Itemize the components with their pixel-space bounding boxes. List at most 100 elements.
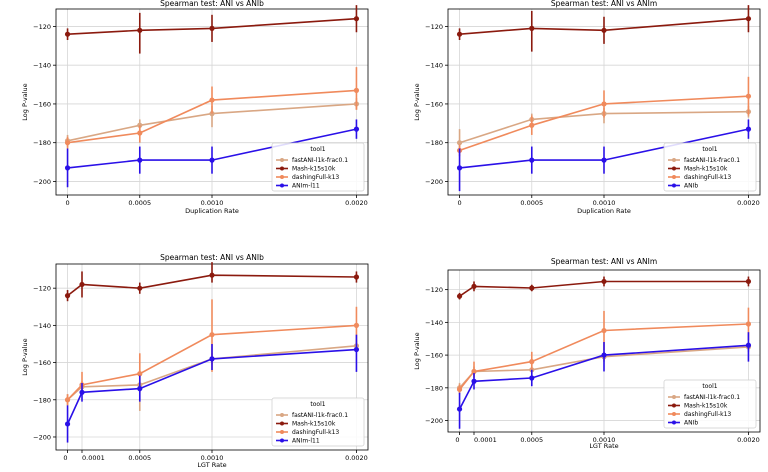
chart-panel-1: Spearman test: ANI vs ANIb Duplication Ra… <box>21 0 369 215</box>
data-point <box>209 97 215 103</box>
legend-box <box>663 142 757 192</box>
legend-entry-label: ANIm-l11 <box>292 438 320 445</box>
chart-title: Spearman test: ANI vs ANIm <box>551 0 657 8</box>
data-point <box>209 25 215 31</box>
legend-swatch-marker <box>672 420 676 425</box>
x-tick-label: 0.0020 <box>345 199 368 207</box>
data-point <box>64 165 71 171</box>
legend-title: tool1 <box>702 146 717 153</box>
x-tick-label: 0.0020 <box>345 454 368 462</box>
x-tick-label: 0.0020 <box>737 436 760 444</box>
data-point <box>601 327 607 334</box>
legend-swatch-marker <box>280 430 284 434</box>
x-tick-label: 0 <box>63 454 67 462</box>
y-tick-label: −180 <box>33 396 51 404</box>
y-tick-label: −180 <box>33 139 51 147</box>
y-tick-label: −140 <box>425 62 443 70</box>
x-tick-label: 0.0020 <box>737 199 760 207</box>
legend-entry-label: dashingFull-k13 <box>684 411 731 418</box>
chart-panel-4: Spearman test: ANI vs ANIm LGT Rate Log P-… <box>413 257 761 450</box>
data-point <box>79 389 85 395</box>
data-point <box>209 356 215 362</box>
y-axis-label: Log P-value <box>413 332 421 369</box>
chart-title: Spearman test: ANI vs ANIb <box>160 0 264 8</box>
x-axis-label: Duplication Rate <box>577 207 631 215</box>
legend-swatch-marker <box>672 183 676 188</box>
legend-swatch-marker <box>280 166 284 171</box>
data-point <box>601 27 607 33</box>
series-2 <box>456 276 752 300</box>
data-point <box>64 421 71 427</box>
y-axis-label: Log P-value <box>21 83 29 120</box>
legend-swatch-marker <box>280 175 284 179</box>
data-point <box>64 31 71 37</box>
legend-entry-label: dashingFull-k13 <box>684 174 731 181</box>
x-tick-label: 0.0005 <box>520 436 543 444</box>
data-point <box>64 293 71 299</box>
x-axis-label: LGT Rate <box>197 461 226 469</box>
data-point <box>529 157 535 163</box>
x-tick-label: 0.0001 <box>474 436 497 444</box>
data-point <box>137 157 143 163</box>
y-axis-label: Log P-value <box>413 83 421 120</box>
y-tick-label: −200 <box>33 433 51 441</box>
data-point <box>529 359 535 365</box>
data-point <box>64 397 71 403</box>
legend-title: tool1 <box>310 401 325 408</box>
data-point <box>529 122 535 128</box>
y-tick-label: −200 <box>425 417 443 425</box>
data-point <box>353 87 360 93</box>
legend: tool1 fastANI-l1k-frac0.1 Mash-k15s10kdash… <box>271 397 365 447</box>
data-point <box>745 126 752 132</box>
y-tick-label: −200 <box>33 178 51 186</box>
legend-entry-label: fastANI-l1k-frac0.1 <box>292 157 348 164</box>
legend: tool1 fastANI-l1k-frac0.1 Mash-k15s10kdash… <box>271 142 365 192</box>
y-tick-label: −120 <box>425 23 443 31</box>
y-tick-label: −180 <box>425 139 443 147</box>
legend-title: tool1 <box>310 146 325 153</box>
data-point <box>137 386 143 392</box>
x-tick-label: 0.0005 <box>128 199 151 207</box>
data-point <box>529 285 535 291</box>
data-point <box>209 332 215 338</box>
legend: tool1 fastANI-l1k-frac0.1 Mash-k15s10kdash… <box>663 142 757 192</box>
data-point <box>353 274 360 280</box>
data-point <box>353 126 360 132</box>
x-tick-label: 0.0005 <box>520 199 543 207</box>
legend-box <box>271 142 365 192</box>
legend-swatch-marker <box>280 438 284 443</box>
series-3 <box>64 67 360 149</box>
legend-swatch-marker <box>672 403 676 408</box>
data-point <box>601 157 607 163</box>
x-axis-label: LGT Rate <box>589 442 618 450</box>
legend-entry-label: fastANI-l1k-frac0.1 <box>292 412 348 419</box>
data-point <box>745 278 752 285</box>
data-point <box>209 272 215 278</box>
legend-entry-label: Mash-k15s10k <box>684 403 728 410</box>
x-axis-label: Duplication Rate <box>185 207 239 215</box>
legend: tool1 fastANI-l1k-frac0.1 Mash-k15s10kdash… <box>663 379 757 429</box>
x-tick-label: 0.0010 <box>593 436 616 444</box>
legend-entry-label: ANIb <box>684 420 698 427</box>
data-point <box>456 31 463 37</box>
series-line <box>459 110 749 144</box>
y-tick-label: −120 <box>33 285 51 293</box>
series-2 <box>456 5 752 52</box>
legend-entry-label: ANIm-l11 <box>292 183 320 190</box>
legend-box <box>271 397 365 447</box>
data-point <box>745 93 752 99</box>
data-point <box>471 378 477 384</box>
data-point <box>137 285 143 291</box>
x-tick-label: 0 <box>65 199 69 207</box>
legend-entry-label: Mash-k15s10k <box>292 166 336 173</box>
legend-swatch-marker <box>672 166 676 171</box>
data-point <box>353 346 360 353</box>
series-4 <box>456 332 752 429</box>
legend-box <box>663 379 757 429</box>
data-point <box>529 25 535 31</box>
x-tick-label: 0 <box>457 199 461 207</box>
series-line <box>67 17 357 35</box>
data-point <box>529 375 535 381</box>
legend-swatch-marker <box>672 158 676 162</box>
y-tick-label: −120 <box>33 23 51 31</box>
